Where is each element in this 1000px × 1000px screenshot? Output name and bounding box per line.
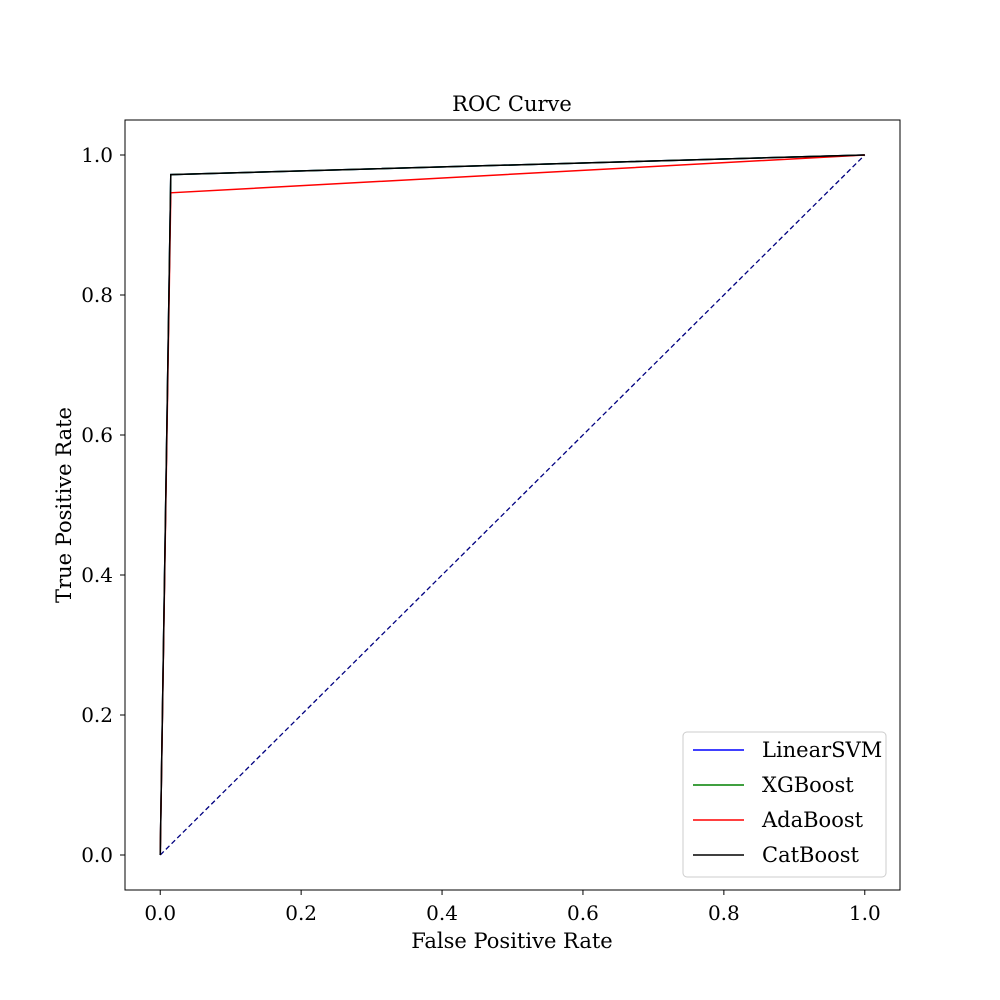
reference-diagonal-line (159, 154, 866, 856)
y-axis-title: True Positive Rate (52, 407, 76, 603)
chart-title: ROC Curve (452, 92, 572, 116)
x-tick-label: 0.2 (285, 901, 317, 925)
y-tick-label: 0.8 (81, 283, 113, 307)
legend-label-linearsvm: LinearSVM (762, 738, 882, 762)
y-tick-label: 1.0 (81, 143, 113, 167)
x-tick-label: 1.0 (849, 901, 881, 925)
legend-label-catboost: CatBoost (762, 843, 860, 867)
y-tick-label: 0.6 (81, 423, 113, 447)
legend-label-xgboost: XGBoost (762, 773, 854, 797)
x-tick-label: 0.0 (144, 901, 176, 925)
y-tick-label: 0.0 (81, 843, 113, 867)
series-layer (159, 154, 865, 856)
plot-frame (124, 119, 901, 891)
legend: LinearSVM XGBoost AdaBoost CatBoost (682, 731, 887, 878)
y-tick-label: 0.2 (81, 703, 113, 727)
series-line-catboost (159, 154, 865, 856)
legend-label-adaboost: AdaBoost (761, 808, 864, 832)
x-axis-title: False Positive Rate (411, 929, 612, 953)
y-axis: 0.0 0.2 0.4 0.6 0.8 1.0 (81, 143, 125, 867)
legend-box (682, 731, 887, 878)
x-axis: 0.0 0.2 0.4 0.6 0.8 1.0 (144, 890, 881, 925)
x-tick-label: 0.6 (567, 901, 599, 925)
x-tick-label: 0.4 (426, 901, 458, 925)
y-tick-label: 0.4 (81, 563, 113, 587)
x-tick-label: 0.8 (708, 901, 740, 925)
reference-layer (159, 154, 866, 856)
